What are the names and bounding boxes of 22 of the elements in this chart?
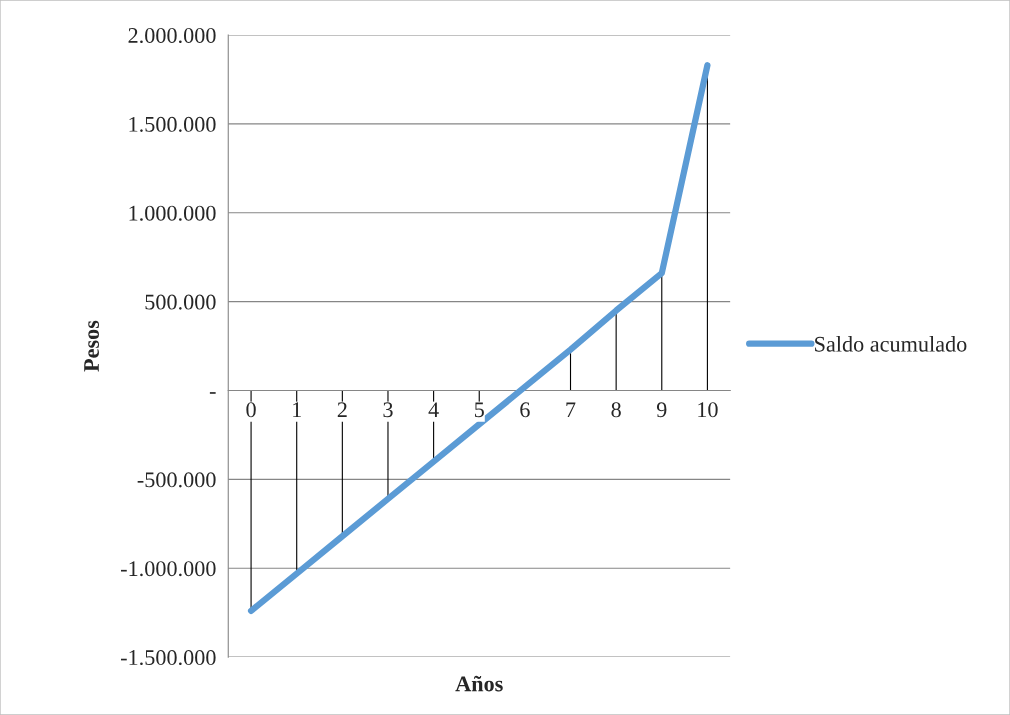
- y-tick-label: 1.500.000: [129, 116, 216, 132]
- x-axis-title: Años: [455, 675, 503, 692]
- y-tick-label: -500.000: [137, 472, 216, 488]
- y-tick-label: 2.000.000: [128, 27, 216, 44]
- y-tick-label: 1.000.000: [129, 205, 216, 221]
- x-tick-label: 3: [383, 402, 393, 418]
- x-tick-label: 7: [566, 402, 576, 418]
- y-tick-label: -1.000.000: [120, 561, 216, 577]
- y-tick-label: -1.500.000: [120, 650, 216, 666]
- y-tick-label: -: [209, 392, 216, 394]
- y-tick-label: 500.000: [145, 294, 216, 310]
- y-axis-title: Pesos: [84, 320, 99, 372]
- x-tick-label: 9: [656, 402, 667, 418]
- x-tick-label: 10: [698, 402, 718, 418]
- x-tick-label: 6: [520, 402, 530, 418]
- x-tick-label: 8: [611, 402, 621, 418]
- x-tick-label: 0: [246, 402, 256, 418]
- x-tick-label: 2: [337, 402, 347, 418]
- legend-label: Saldo acumulado: [815, 336, 967, 352]
- x-tick-label: 5: [474, 402, 484, 418]
- x-tick-label: 1: [293, 402, 301, 418]
- x-tick-label: 4: [428, 402, 439, 418]
